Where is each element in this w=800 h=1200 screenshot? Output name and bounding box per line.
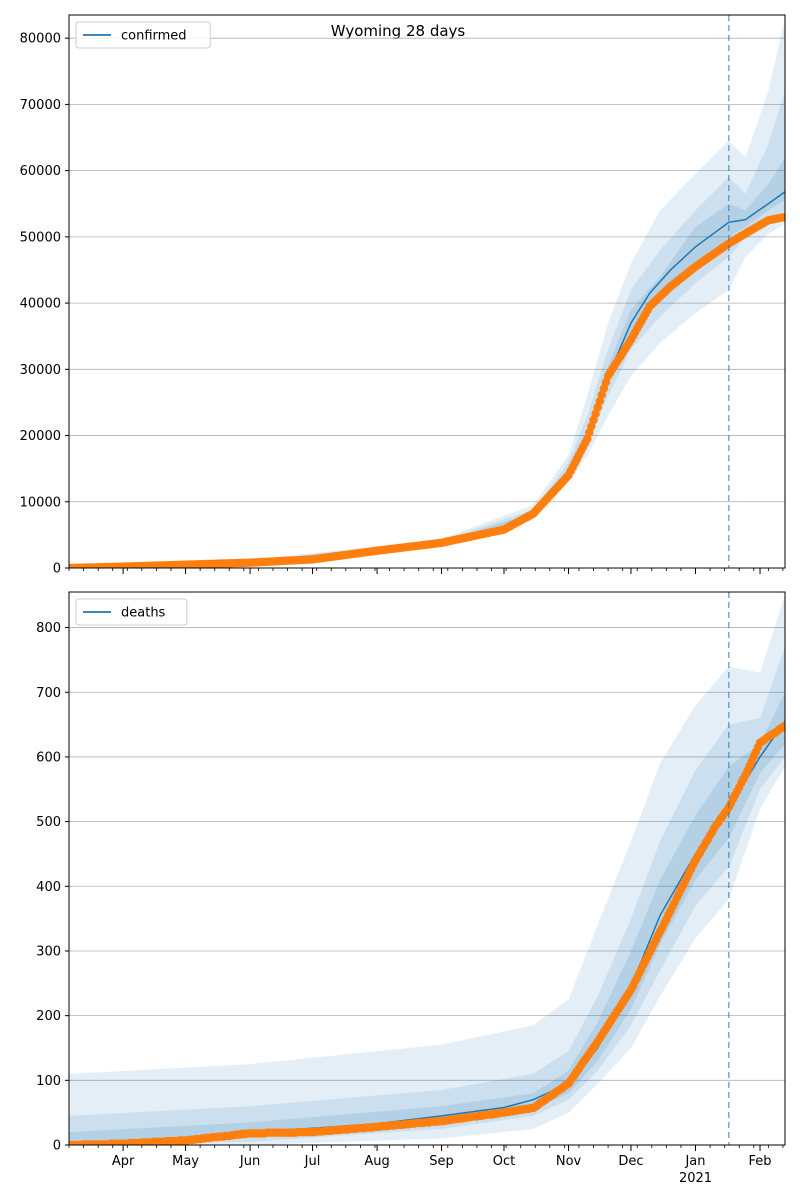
- chart0-ytick-label: 10000: [20, 495, 61, 510]
- chart0-legend: confirmed: [75, 21, 211, 49]
- chart1-xtick-label: Nov: [556, 1154, 582, 1169]
- chart1-ytick-label: 700: [36, 686, 61, 701]
- chart1-ytick-label: 800: [36, 621, 61, 636]
- chart1-xtick-sublabel: 2021: [679, 1171, 712, 1186]
- confirmed-panel: 0 10000 20000 30000 40000 50000 60000 70000 8000…: [20, 14, 786, 577]
- chart0-ytick-label: 30000: [20, 363, 61, 378]
- chart1-ytick-label: 500: [36, 815, 61, 830]
- chart0-axes-frame: [68, 14, 786, 569]
- chart1-xtick-label: Jul: [304, 1154, 321, 1169]
- chart0-plot-area: [69, 15, 785, 568]
- chart1-xtick-label: May: [172, 1154, 199, 1169]
- chart1-legend-label: deaths: [121, 606, 166, 621]
- chart0-ytick-label: 50000: [20, 230, 61, 245]
- chart1-axes-frame: [68, 591, 786, 1146]
- chart0-band-mid: [69, 91, 785, 568]
- figure-title: Wyoming 28 days: [331, 22, 466, 40]
- chart1-ytick-label: 600: [36, 750, 61, 765]
- deaths-panel: 0 100 200 300 400 500 600 700 800 Apr May Jun Jul Aug…: [36, 591, 786, 1186]
- chart1-ytick-label: 400: [36, 880, 61, 895]
- chart0-observed-point: [601, 378, 611, 387]
- chart1-ytick-label: 300: [36, 944, 61, 959]
- chart1-xtick-label: Dec: [618, 1154, 643, 1169]
- chart0-ytick-label: 80000: [20, 32, 61, 47]
- chart1-plot-area: [69, 592, 785, 1145]
- chart0-observed-point: [585, 428, 594, 437]
- chart1-xtick-label: Sep: [429, 1154, 454, 1169]
- chart0-legend-label: confirmed: [121, 29, 187, 44]
- chart0-ytick-label: 40000: [20, 297, 61, 312]
- chart1-observed-point: [780, 721, 785, 731]
- chart1-xtick-label: Jun: [239, 1154, 260, 1169]
- chart1-xtick-label: Feb: [749, 1154, 772, 1169]
- chart0-observed-point: [780, 212, 785, 222]
- chart1-xtick-label: Aug: [364, 1154, 389, 1169]
- chart0-ytick-label: 0: [53, 562, 61, 577]
- chart0-ytick-label: 20000: [20, 429, 61, 444]
- chart1-legend-box: [75, 598, 188, 626]
- chart1-ytick-label: 0: [53, 1139, 61, 1154]
- chart1-xtick-label: Apr: [112, 1154, 135, 1169]
- chart1-band-mid: [69, 647, 785, 1145]
- chart0-observed-point: [595, 396, 604, 406]
- chart1-xtick-label: Jan: [684, 1154, 705, 1169]
- chart0-band-outer: [69, 18, 785, 568]
- chart1-xtick-label: Oct: [493, 1154, 515, 1169]
- chart1-legend: deaths: [75, 598, 188, 626]
- chart0-observed-point: [583, 434, 592, 444]
- chart0-ytick-label: 60000: [20, 164, 61, 179]
- chart0-legend-box: [75, 21, 211, 49]
- chart1-ytick-label: 200: [36, 1009, 61, 1024]
- chart1-band-outer: [69, 595, 785, 1145]
- chart1-ytick-label: 100: [36, 1074, 61, 1089]
- chart0-observed-point: [591, 409, 600, 418]
- chart0-ytick-label: 70000: [20, 98, 61, 113]
